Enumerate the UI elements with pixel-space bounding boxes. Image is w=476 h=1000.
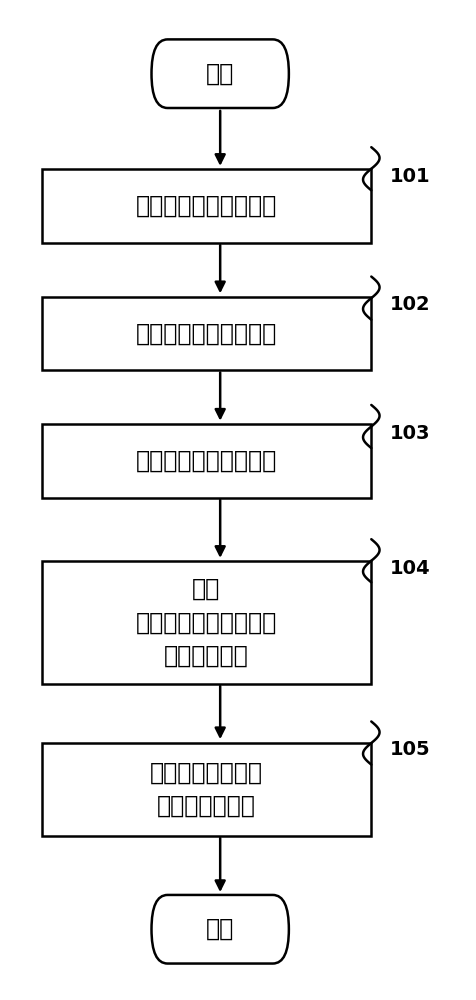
Text: 累计瞬时充电电能
和瞬时放电电能: 累计瞬时充电电能 和瞬时放电电能 xyxy=(149,760,262,818)
Text: 采集电池的瞬时电流值: 采集电池的瞬时电流值 xyxy=(136,449,277,473)
FancyBboxPatch shape xyxy=(41,743,370,836)
Text: 104: 104 xyxy=(389,559,429,578)
FancyBboxPatch shape xyxy=(41,561,370,684)
FancyBboxPatch shape xyxy=(151,895,288,964)
Text: 采集电池的瞬时电压值: 采集电池的瞬时电压值 xyxy=(136,321,277,345)
FancyBboxPatch shape xyxy=(41,169,370,243)
Text: 预设电池的初始电量值: 预设电池的初始电量值 xyxy=(136,194,277,218)
Text: 101: 101 xyxy=(389,167,429,186)
FancyBboxPatch shape xyxy=(151,39,288,108)
FancyBboxPatch shape xyxy=(41,297,370,370)
FancyBboxPatch shape xyxy=(41,424,370,498)
Text: 计算
电池的瞬时充电电能和
瞬时放电电能: 计算 电池的瞬时充电电能和 瞬时放电电能 xyxy=(136,577,277,668)
Text: 结束: 结束 xyxy=(206,917,234,941)
Text: 103: 103 xyxy=(389,424,429,443)
Text: 105: 105 xyxy=(389,740,429,759)
Text: 开始: 开始 xyxy=(206,62,234,86)
Text: 102: 102 xyxy=(389,294,429,314)
